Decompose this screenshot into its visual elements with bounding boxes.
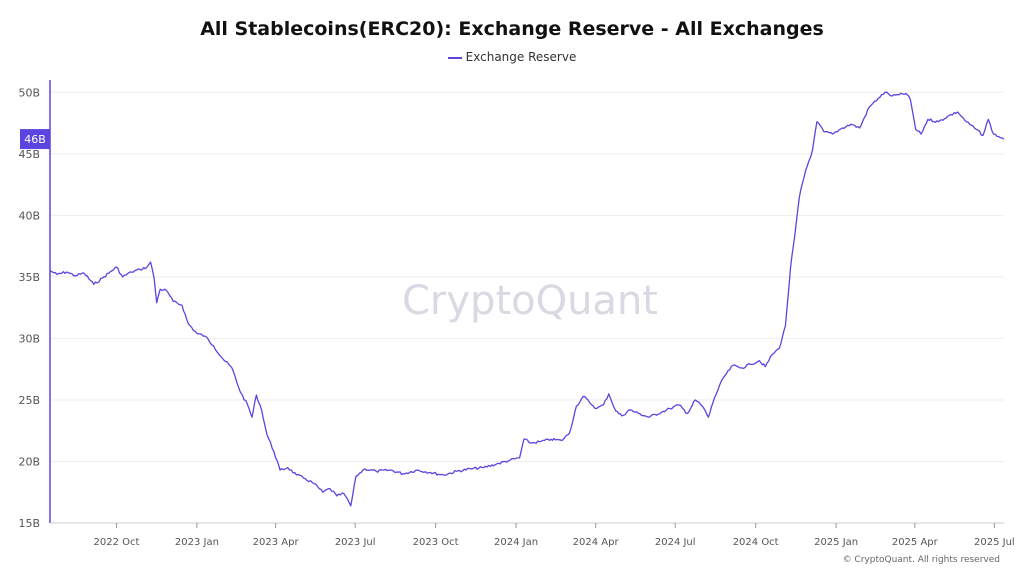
x-tick-label: 2022 Oct bbox=[93, 537, 139, 548]
y-tick-label: 20B bbox=[18, 455, 40, 468]
legend[interactable]: Exchange Reserve bbox=[0, 50, 1024, 64]
current-value-label: 46B bbox=[24, 133, 46, 146]
y-tick-label: 15B bbox=[18, 517, 40, 530]
legend-swatch bbox=[447, 56, 462, 59]
x-tick-label: 2025 Apr bbox=[892, 537, 939, 548]
x-tick-label: 2023 Apr bbox=[253, 537, 300, 548]
x-tick-label: 2024 Jul bbox=[655, 537, 696, 548]
current-value-badge bbox=[20, 129, 50, 150]
x-tick-label: 2024 Apr bbox=[573, 537, 620, 548]
x-tick-label: 2024 Oct bbox=[733, 537, 779, 548]
y-tick-label: 50B bbox=[18, 86, 40, 99]
legend-label: Exchange Reserve bbox=[465, 50, 577, 64]
y-tick-label: 40B bbox=[18, 209, 40, 222]
y-tick-label: 35B bbox=[18, 271, 40, 284]
x-tick-label: 2025 Jan bbox=[814, 537, 858, 548]
series-line-exchange-reserve[interactable] bbox=[49, 91, 1005, 507]
x-tick-label: 2023 Jan bbox=[175, 537, 219, 548]
y-tick-label: 30B bbox=[18, 332, 40, 345]
x-tick-label: 2023 Jul bbox=[335, 537, 376, 548]
y-tick-label: 45B bbox=[18, 148, 40, 161]
x-tick-label: 2024 Jan bbox=[494, 537, 538, 548]
copyright-credit: © CryptoQuant. All rights reserved bbox=[843, 555, 1000, 565]
x-tick-label: 2023 Oct bbox=[413, 537, 459, 548]
chart-title: All Stablecoins(ERC20): Exchange Reserve… bbox=[200, 18, 824, 40]
x-tick-label: 2025 Jul bbox=[974, 537, 1015, 548]
y-tick-label: 25B bbox=[18, 394, 40, 407]
watermark: CryptoQuant bbox=[402, 278, 658, 324]
